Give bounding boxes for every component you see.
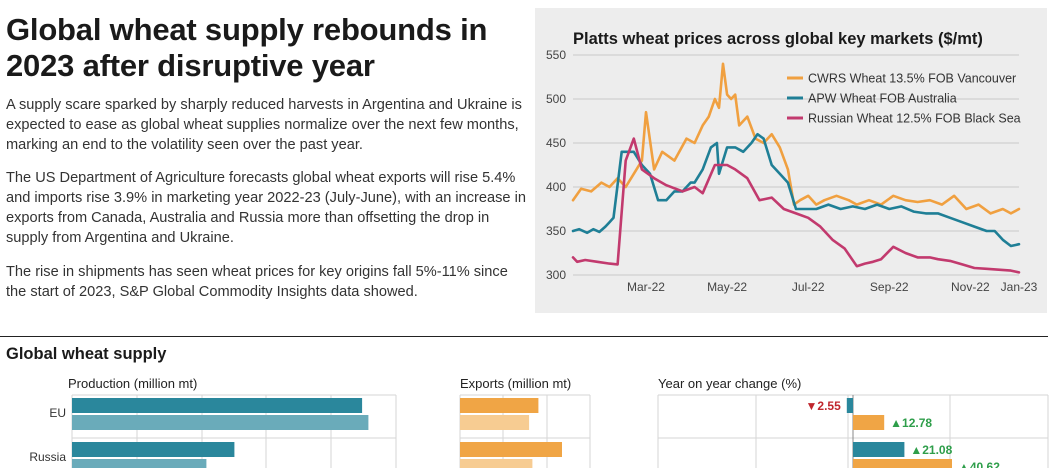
x-tick-label: Sep-22 [870, 280, 909, 294]
series-line-apw [571, 132, 1021, 248]
exports-chart-title: Exports (million mt) [460, 376, 572, 391]
bar-prod_light [72, 459, 207, 468]
section-title: Global wheat supply [6, 345, 167, 363]
category-label: EU [49, 406, 66, 420]
bar-prod_dark [846, 398, 853, 413]
bar-prod_light [72, 415, 369, 430]
bar-exp_dark [460, 398, 539, 413]
supply-bar-charts: EU Russia ▼2.55 ▲12.78 ▲21.08 ▲40.62 [29, 394, 1049, 468]
data-label: ▲12.78 [890, 416, 932, 430]
x-tick-label: Mar-22 [627, 280, 665, 294]
x-tick-label: Nov-22 [951, 280, 990, 294]
price-line-chart: 300 350 400 450 500 550 Mar-22 May-22 Jul-22 Sep-… [546, 48, 1038, 294]
x-tick-label: May-22 [707, 280, 747, 294]
legend-label-russian: Russian Wheat 12.5% FOB Black Sea [808, 112, 1021, 126]
y-tick-label: 550 [546, 48, 566, 62]
y-tick-label: 300 [546, 268, 566, 282]
series-line-russian [571, 137, 1021, 274]
paragraph-2: The US Department of Agriculture forecas… [6, 170, 526, 246]
headline: Global wheat supply rebounds in 2023 aft… [6, 12, 488, 83]
legend-label-cwrs: CWRS Wheat 13.5% FOB Vancouver [808, 72, 1016, 86]
yoy-chart-title: Year on year change (%) [658, 376, 802, 391]
category-label: Russia [29, 450, 66, 464]
production-chart-title: Production (million mt) [68, 376, 198, 391]
y-tick-label: 500 [546, 92, 566, 106]
price-chart-title: Platts wheat prices across global key ma… [573, 30, 983, 48]
x-tick-label: Jul-22 [792, 280, 825, 294]
legend-label-apw: APW Wheat FOB Australia [808, 92, 957, 106]
bar-prod_dark [72, 442, 235, 457]
x-tick-label: Jan-23 [1001, 280, 1038, 294]
data-label: ▲40.62 [958, 460, 1000, 468]
bar-prod_dark [853, 442, 905, 457]
bar-exp_dark [853, 459, 952, 468]
data-label: ▲21.08 [910, 443, 952, 457]
bar-prod_dark [72, 398, 363, 413]
price-chart-panel: 300 350 400 450 500 550 Mar-22 May-22 Jul-22 Sep-… [535, 8, 1047, 313]
bar-exp_light [460, 459, 533, 468]
series-line-cwrs [571, 62, 1021, 215]
y-tick-label: 350 [546, 224, 566, 238]
bar-exp_dark [853, 415, 885, 430]
y-tick-label: 400 [546, 180, 566, 194]
section-divider [0, 336, 1048, 337]
y-tick-label: 450 [546, 136, 566, 150]
data-label: ▼2.55 [806, 399, 842, 413]
paragraph-3: The rise in shipments has seen wheat pri… [6, 264, 508, 300]
bar-exp_dark [460, 442, 562, 457]
paragraph-1: A supply scare sparked by sharply reduce… [6, 97, 522, 153]
bar-exp_light [460, 415, 530, 430]
